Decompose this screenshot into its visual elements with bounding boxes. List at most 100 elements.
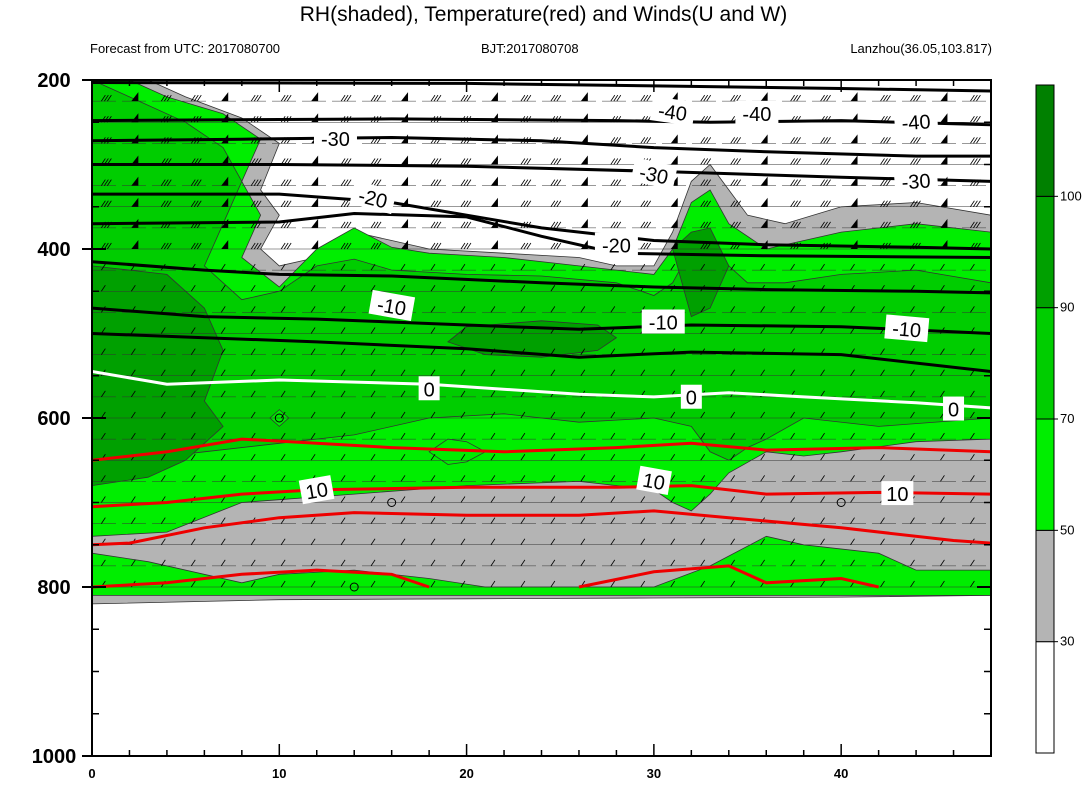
wind-barb	[850, 538, 855, 545]
wind-barb	[280, 580, 286, 588]
wind-pennant	[311, 176, 319, 186]
wind-barb	[310, 454, 316, 461]
wind-barb	[520, 94, 532, 102]
wind-barb	[220, 517, 226, 524]
colorbar-swatch	[1035, 307, 1055, 420]
wind-pennant	[760, 218, 768, 228]
contour-label: -40	[657, 100, 689, 126]
contour-label-box	[636, 465, 672, 495]
contour-label: -30	[637, 162, 670, 190]
wind-barb	[580, 411, 586, 419]
wind-barb	[880, 411, 885, 419]
wind-barb	[280, 559, 286, 567]
wind-barb	[970, 263, 975, 271]
wind-barb	[520, 432, 526, 440]
wind-barb	[820, 200, 831, 207]
wind-barb	[370, 475, 376, 482]
wind-barb	[610, 306, 616, 313]
wind-barb	[280, 285, 286, 292]
wind-pennant	[401, 240, 409, 249]
wind-barb	[490, 369, 496, 376]
wind-barb	[730, 158, 741, 165]
contour-label: 10	[641, 470, 667, 496]
wind-barb	[640, 496, 646, 503]
wind-barb	[220, 475, 226, 482]
wind-barb	[730, 137, 741, 144]
contour-label: 0	[948, 400, 959, 422]
wind-barb	[580, 348, 586, 355]
wind-barb	[400, 285, 406, 292]
wind-barb	[610, 221, 622, 229]
wind-barb	[550, 538, 556, 545]
wind-barb	[970, 137, 981, 144]
wind-pennant	[401, 155, 409, 165]
wind-barb	[250, 454, 256, 461]
isotherm-label-zero: 0	[418, 376, 440, 401]
wind-barb	[910, 137, 921, 144]
wind-barb	[340, 496, 346, 503]
wind-barb	[730, 475, 735, 482]
wind-barb	[820, 390, 825, 398]
wind-barb	[700, 580, 706, 588]
wind-barb	[700, 496, 706, 503]
wind-pennant	[311, 71, 318, 80]
wind-barb	[550, 179, 562, 186]
wind-barb	[670, 454, 676, 461]
wind-pennant	[490, 176, 498, 186]
wind-barb	[430, 242, 442, 250]
wind-barb	[430, 580, 436, 588]
wind-pennant	[311, 92, 319, 102]
wind-pennant	[940, 218, 948, 228]
wind-barb	[700, 369, 706, 376]
isotherm-label: -20	[349, 180, 397, 215]
wind-pennant	[850, 218, 858, 228]
wind-barb	[550, 454, 556, 461]
wind-barb	[730, 580, 735, 588]
wind-barb	[640, 559, 646, 567]
wind-barb	[220, 538, 226, 545]
wind-barb	[730, 306, 735, 313]
wind-barb	[310, 432, 316, 440]
wind-barb	[190, 538, 196, 545]
wind-pennant	[401, 92, 409, 102]
contour-label-box	[630, 157, 678, 190]
wind-pennant	[850, 197, 858, 207]
wind-barb	[670, 538, 676, 545]
contour-label: 10	[886, 484, 908, 506]
wind-barb	[760, 411, 765, 419]
wind-barb	[970, 285, 975, 292]
wind-pennant	[850, 155, 858, 165]
wind-barb	[970, 580, 975, 588]
location-subtitle: Lanzhou(36.05,103.817)	[850, 41, 992, 56]
wind-barb	[430, 348, 436, 355]
wind-barb	[250, 263, 256, 271]
wind-barb	[940, 263, 945, 271]
wind-barb	[610, 559, 616, 567]
wind-barb	[730, 327, 735, 334]
isotherm-label: -40	[649, 96, 696, 126]
wind-barb	[250, 242, 262, 250]
wind-barb	[730, 411, 735, 419]
wind-barb	[640, 432, 646, 440]
wind-barb	[610, 348, 616, 355]
contour-label-box	[943, 396, 965, 421]
wind-pennant	[311, 240, 319, 249]
wind-barb	[580, 475, 586, 482]
wind-barb	[280, 390, 286, 398]
wind-barb	[101, 559, 106, 567]
contour-label-box	[893, 107, 939, 135]
wind-barb	[520, 285, 526, 292]
wind-barb	[940, 432, 945, 440]
wind-barb	[790, 475, 795, 482]
wind-barb	[700, 306, 706, 313]
colorbar-swatch	[1035, 195, 1055, 309]
wind-barb	[580, 496, 586, 503]
wind-barb	[190, 559, 196, 567]
wind-barb	[190, 285, 196, 292]
wind-pennant	[580, 155, 588, 165]
wind-barb	[940, 285, 945, 292]
wind-barb	[340, 158, 352, 165]
wind-barb	[250, 432, 256, 440]
wind-barb	[940, 475, 945, 482]
